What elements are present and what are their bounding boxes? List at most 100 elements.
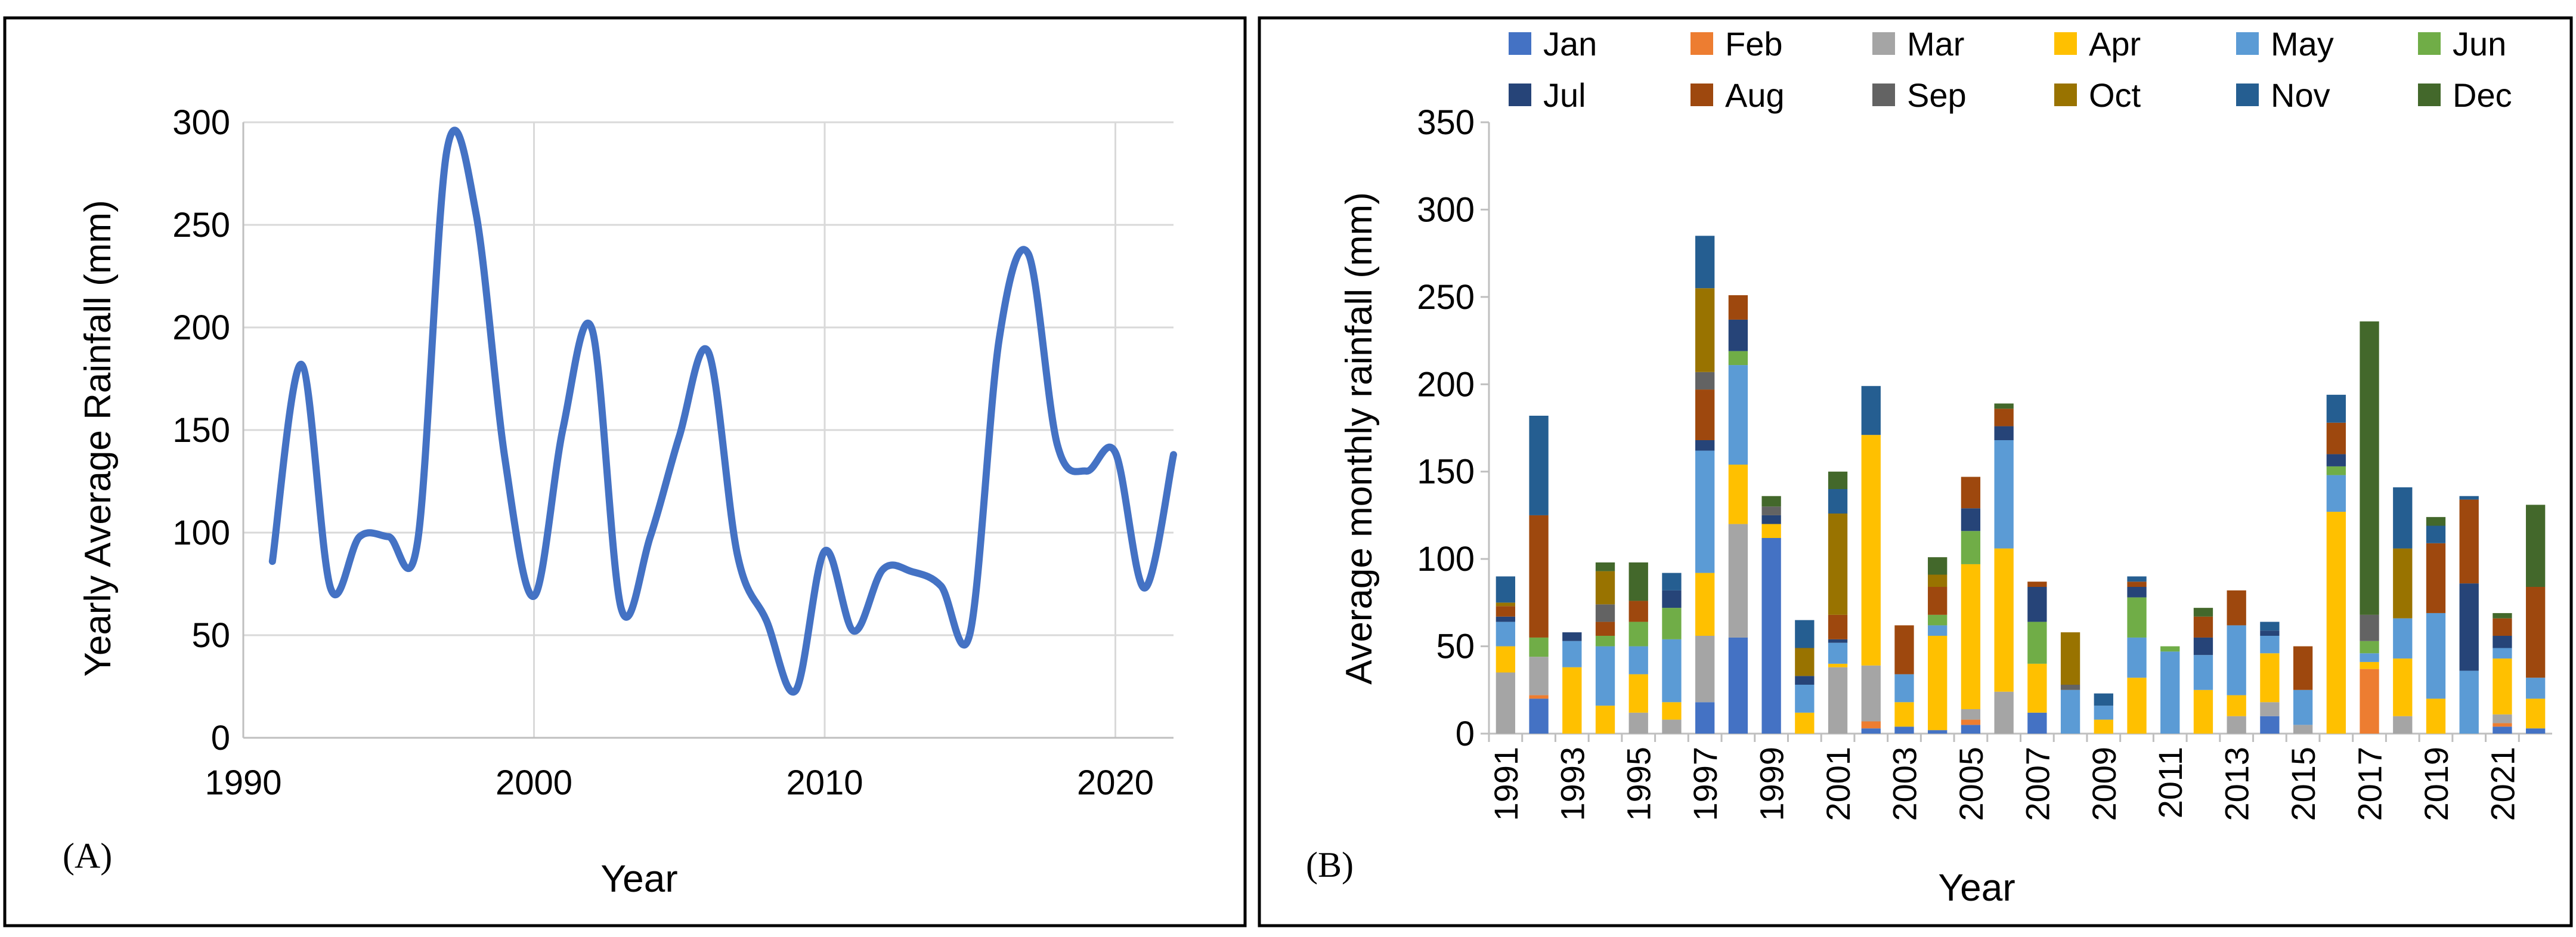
- bar-segment-sep-2008: [2060, 685, 2080, 690]
- bar-segment-jul-1998: [1728, 319, 1748, 351]
- bar-segment-jan-2007: [2027, 712, 2047, 734]
- legend-label-mar: Mar: [1907, 25, 1964, 63]
- legend-label-sep: Sep: [1907, 76, 1967, 114]
- bar-segment-aug-1991: [1496, 606, 1516, 617]
- x-tick-label: 1995: [1620, 747, 1658, 821]
- legend-swatch-aug: [1690, 84, 1713, 106]
- bar-segment-dec-2022: [2525, 505, 2546, 587]
- bar-segment-may-2015: [2293, 689, 2313, 725]
- panel-b-legend: Jan Feb Mar Apr May Jun Jul Aug Sep Oct Nov Dec: [1509, 25, 2512, 114]
- bar-segment-mar-1998: [1728, 524, 1748, 638]
- bar-segment-apr-2000: [1795, 712, 1815, 734]
- y-tick-label: 0: [211, 719, 230, 757]
- bar-segment-nov-2014: [2260, 621, 2280, 631]
- bar-segment-may-2017: [2360, 653, 2379, 662]
- bar-segment-apr-1999: [1761, 524, 1781, 538]
- bar-segment-aug-1998: [1728, 295, 1748, 320]
- bar-segment-aug-2019: [2426, 543, 2446, 613]
- bar-segment-jul-2001: [1828, 639, 1848, 643]
- bar-segment-nov-1996: [1662, 573, 1682, 590]
- bar-segment-dec-2012: [2193, 608, 2213, 617]
- bar-segment-aug-2004: [1928, 587, 1948, 615]
- bar-segment-jul-2014: [2260, 630, 2280, 636]
- bar-segment-nov-2016: [2326, 394, 2346, 423]
- bar-segment-may-2013: [2227, 625, 2246, 695]
- bar-segment-jun-1998: [1728, 351, 1748, 366]
- bar-segment-aug-2013: [2227, 590, 2246, 626]
- legend-swatch-oct: [2054, 84, 2077, 106]
- y-tick-label: 150: [1417, 453, 1475, 491]
- bar-segment-apr-2017: [2360, 661, 2379, 669]
- bar-segment-may-2000: [1795, 685, 1815, 713]
- bar-segment-jun-2017: [2360, 641, 2379, 654]
- bar-segment-sep-2017: [2360, 614, 2379, 641]
- x-tick-label: 2005: [1952, 747, 1990, 821]
- bar-segment-may-2004: [1928, 625, 1948, 636]
- bar-segment-mar-1995: [1628, 712, 1648, 734]
- y-tick-label: 100: [172, 514, 230, 552]
- bar-segment-jul-2021: [2493, 636, 2512, 648]
- bar-segment-feb-2021: [2493, 723, 2512, 727]
- bar-segment-may-1997: [1695, 450, 1715, 573]
- bar-segment-apr-2013: [2227, 695, 2246, 716]
- bar-segment-apr-2021: [2493, 658, 2512, 715]
- bar-segment-nov-1992: [1529, 416, 1549, 515]
- bar-segment-apr-2019: [2426, 698, 2446, 734]
- legend-label-apr: Apr: [2089, 25, 2141, 63]
- panel-a-x-axis-label: Year: [600, 857, 677, 900]
- bar-segment-may-1991: [1496, 621, 1516, 647]
- x-tick-label: 2015: [2284, 747, 2322, 821]
- bar-segment-jan-1997: [1695, 702, 1715, 734]
- bar-segment-nov-2010: [2127, 576, 2147, 582]
- bar-segment-may-2006: [1994, 440, 2014, 549]
- bar-segment-jan-1999: [1761, 538, 1781, 734]
- bar-segment-mar-1997: [1695, 636, 1715, 703]
- bar-segment-oct-2000: [1795, 648, 1815, 676]
- bar-segment-aug-1994: [1595, 621, 1615, 636]
- bar-segment-aug-2001: [1828, 614, 1848, 639]
- legend-label-jul: Jul: [1543, 76, 1586, 114]
- bar-segment-mar-2001: [1828, 667, 1848, 734]
- bar-segment-apr-2009: [2094, 719, 2113, 734]
- bar-segment-dec-2017: [2360, 321, 2379, 615]
- bar-segment-aug-2006: [1994, 409, 2014, 426]
- bar-segment-feb-2005: [1961, 719, 1981, 725]
- bar-segment-mar-2006: [1994, 691, 2014, 734]
- bar-segment-oct-1994: [1595, 571, 1615, 605]
- bar-segment-aug-2015: [2293, 646, 2313, 690]
- bar-segment-apr-2004: [1928, 636, 1948, 731]
- legend-label-jan: Jan: [1543, 25, 1597, 63]
- bar-segment-dec-2021: [2493, 613, 2512, 619]
- bar-segment-jul-1993: [1562, 632, 1582, 641]
- x-tick-label: 2013: [2218, 747, 2256, 821]
- bar-segment-apr-2012: [2193, 689, 2213, 734]
- legend-label-nov: Nov: [2271, 76, 2330, 114]
- y-tick-label: 200: [172, 308, 230, 347]
- panel-b-y-axis-label: Average monthly rainfall (mm): [1339, 192, 1380, 685]
- bar-segment-jul-2006: [1994, 426, 2014, 440]
- bar-segment-apr-1998: [1728, 465, 1748, 524]
- bar-segment-dec-2004: [1928, 557, 1948, 575]
- legend-swatch-nov: [2236, 84, 2259, 106]
- x-tick-label: 2001: [1819, 747, 1857, 821]
- panel-a-label: (A): [63, 836, 112, 876]
- bar-segment-jan-2022: [2525, 728, 2546, 734]
- bar-segment-oct-1997: [1695, 288, 1715, 372]
- bar-segment-mar-1991: [1496, 672, 1516, 734]
- bar-segment-jun-1995: [1628, 621, 1648, 647]
- bar-segment-aug-2010: [2127, 582, 2147, 587]
- panel-b-x-axis-label: Year: [1938, 866, 2015, 909]
- x-tick-label: 2017: [2351, 747, 2389, 821]
- bar-segment-apr-1993: [1562, 667, 1582, 734]
- panel-a-y-axis-label: Yearly Average Rainfall (mm): [78, 200, 119, 676]
- bar-segment-jan-2014: [2260, 716, 2280, 734]
- bar-segment-sep-1997: [1695, 372, 1715, 390]
- bar-segment-mar-2018: [2393, 716, 2413, 734]
- bar-segment-mar-2013: [2227, 716, 2246, 734]
- bar-segment-apr-2006: [1994, 548, 2014, 692]
- legend-swatch-feb: [1690, 32, 1713, 55]
- bar-segment-dec-1995: [1628, 562, 1648, 601]
- bar-segment-oct-2001: [1828, 514, 1848, 615]
- bar-segment-jun-2010: [2127, 597, 2147, 638]
